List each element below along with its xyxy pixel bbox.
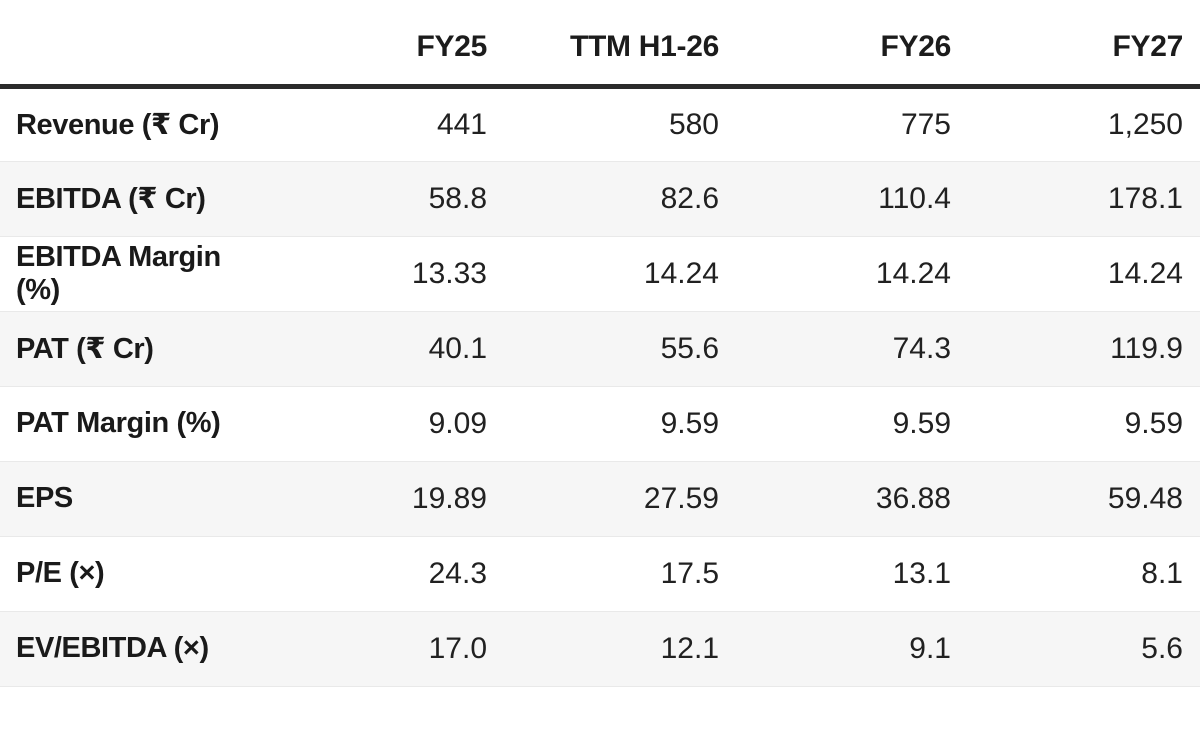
column-header: FY27 (968, 0, 1200, 89)
cell: 17.0 (272, 611, 504, 687)
cell: 13.1 (736, 536, 968, 612)
cell: 74.3 (736, 311, 968, 387)
cell: 55.6 (504, 311, 736, 387)
cell: 580 (504, 86, 736, 162)
table-row: EBITDA (₹ Cr) 58.8 82.6 110.4 178.1 (0, 161, 1200, 237)
cell: 27.59 (504, 461, 736, 537)
cell: 9.59 (736, 386, 968, 462)
cell: 8.1 (968, 536, 1200, 612)
column-header: FY26 (736, 0, 968, 89)
cell: 12.1 (504, 611, 736, 687)
cell: 40.1 (272, 311, 504, 387)
corner-cell (0, 0, 272, 89)
cell: 119.9 (968, 311, 1200, 387)
table-row: PAT (₹ Cr) 40.1 55.6 74.3 119.9 (0, 311, 1200, 387)
cell: 441 (272, 86, 504, 162)
cell: 5.6 (968, 611, 1200, 687)
cell: 14.24 (736, 236, 968, 312)
row-label: EBITDA Margin (%) (0, 236, 272, 312)
row-label: EV/EBITDA (×) (0, 611, 272, 687)
cell: 17.5 (504, 536, 736, 612)
cell: 14.24 (968, 236, 1200, 312)
cell: 13.33 (272, 236, 504, 312)
cell: 19.89 (272, 461, 504, 537)
row-label: P/E (×) (0, 536, 272, 612)
row-label: Revenue (₹ Cr) (0, 86, 272, 162)
cell: 59.48 (968, 461, 1200, 537)
cell: 24.3 (272, 536, 504, 612)
table-row: EV/EBITDA (×) 17.0 12.1 9.1 5.6 (0, 611, 1200, 687)
table-row: P/E (×) 24.3 17.5 13.1 8.1 (0, 536, 1200, 612)
cell: 775 (736, 86, 968, 162)
header-row: FY25 TTM H1-26 FY26 FY27 (0, 0, 1200, 89)
table-row: EPS 19.89 27.59 36.88 59.48 (0, 461, 1200, 537)
cell: 110.4 (736, 161, 968, 237)
column-header: FY25 (272, 0, 504, 89)
cell: 36.88 (736, 461, 968, 537)
table-body: Revenue (₹ Cr) 441 580 775 1,250 EBITDA (₹ Cr… (0, 86, 1200, 687)
row-label: EPS (0, 461, 272, 537)
row-label: PAT Margin (%) (0, 386, 272, 462)
column-header: TTM H1-26 (504, 0, 736, 89)
table-row: PAT Margin (%) 9.09 9.59 9.59 9.59 (0, 386, 1200, 462)
table-row: EBITDA Margin (%) 13.33 14.24 14.24 14.24 (0, 236, 1200, 312)
cell: 58.8 (272, 161, 504, 237)
cell: 14.24 (504, 236, 736, 312)
row-label: PAT (₹ Cr) (0, 311, 272, 387)
cell: 82.6 (504, 161, 736, 237)
cell: 178.1 (968, 161, 1200, 237)
cell: 9.1 (736, 611, 968, 687)
table-row: Revenue (₹ Cr) 441 580 775 1,250 (0, 86, 1200, 162)
cell: 9.59 (504, 386, 736, 462)
cell: 9.09 (272, 386, 504, 462)
cell: 1,250 (968, 86, 1200, 162)
cell: 9.59 (968, 386, 1200, 462)
financials-table: FY25 TTM H1-26 FY26 FY27 Revenue (₹ Cr) 441 5… (0, 0, 1200, 687)
row-label: EBITDA (₹ Cr) (0, 161, 272, 237)
